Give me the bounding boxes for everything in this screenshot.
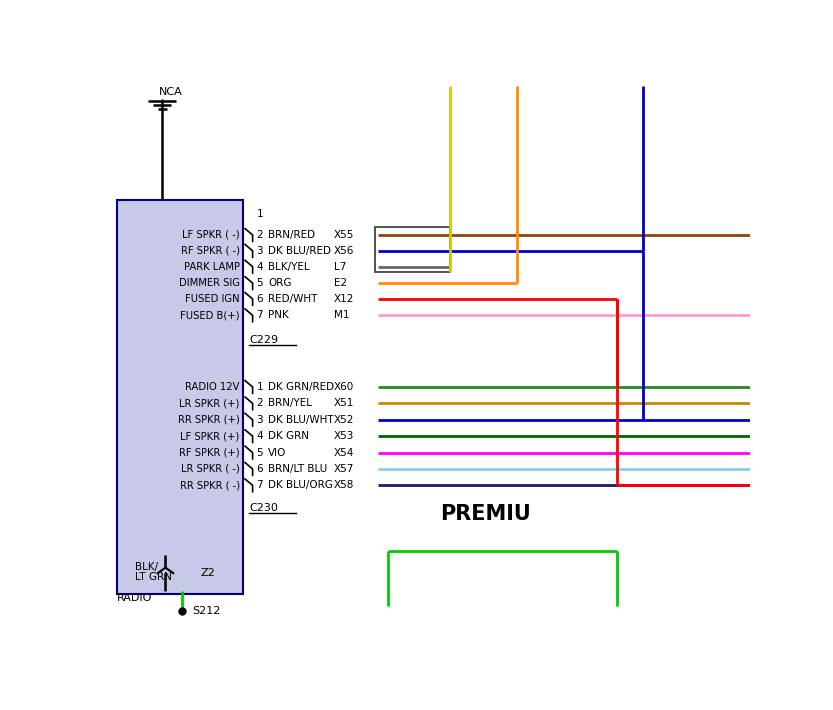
- Text: DK BLU/WHT: DK BLU/WHT: [268, 415, 334, 425]
- Text: X60: X60: [334, 382, 354, 392]
- Text: DK BLU/RED: DK BLU/RED: [268, 246, 331, 256]
- Text: S212: S212: [192, 606, 220, 616]
- Bar: [375, 227, 450, 272]
- Text: RR SPKR ( -): RR SPKR ( -): [180, 481, 240, 491]
- Text: RR SPKR (+): RR SPKR (+): [178, 415, 240, 425]
- Text: RF SPKR ( -): RF SPKR ( -): [181, 246, 240, 256]
- Text: LF SPKR ( -): LF SPKR ( -): [182, 230, 240, 240]
- Text: 4: 4: [257, 262, 263, 272]
- Text: X55: X55: [334, 230, 354, 240]
- Text: ORG: ORG: [268, 278, 292, 288]
- Text: 6: 6: [257, 464, 263, 474]
- Text: RED/WHT: RED/WHT: [268, 294, 317, 304]
- Text: DK GRN: DK GRN: [268, 431, 309, 441]
- Bar: [117, 200, 243, 594]
- Text: PNK: PNK: [268, 310, 289, 320]
- Text: PREMIU: PREMIU: [440, 504, 531, 525]
- Text: BRN/YEL: BRN/YEL: [268, 398, 312, 408]
- Text: X57: X57: [334, 464, 354, 474]
- Text: VIO: VIO: [268, 447, 287, 457]
- Text: FUSED B(+): FUSED B(+): [180, 310, 240, 320]
- Text: Z2: Z2: [201, 568, 216, 578]
- Text: 5: 5: [257, 278, 263, 288]
- Text: BRN/LT BLU: BRN/LT BLU: [268, 464, 327, 474]
- Text: C230: C230: [249, 503, 278, 513]
- Text: DK GRN/RED: DK GRN/RED: [268, 382, 334, 392]
- Text: L7: L7: [334, 262, 347, 272]
- Text: X51: X51: [334, 398, 354, 408]
- Text: NCA: NCA: [159, 87, 182, 97]
- Text: X52: X52: [334, 415, 354, 425]
- Text: 4: 4: [257, 431, 263, 441]
- Text: 3: 3: [257, 246, 263, 256]
- Text: 7: 7: [257, 481, 263, 491]
- Text: 3: 3: [257, 415, 263, 425]
- Text: LR SPKR ( -): LR SPKR ( -): [181, 464, 240, 474]
- Text: X54: X54: [334, 447, 354, 457]
- Text: M1: M1: [334, 310, 350, 320]
- Text: 7: 7: [257, 310, 263, 320]
- Text: C229: C229: [249, 335, 278, 345]
- Text: RADIO: RADIO: [117, 593, 152, 603]
- Text: X58: X58: [334, 481, 354, 491]
- Text: 2: 2: [257, 398, 263, 408]
- Text: BLK/YEL: BLK/YEL: [268, 262, 310, 272]
- Text: 6: 6: [257, 294, 263, 304]
- Text: RADIO 12V: RADIO 12V: [185, 382, 240, 392]
- Text: X53: X53: [334, 431, 354, 441]
- Text: LF SPKR (+): LF SPKR (+): [181, 431, 240, 441]
- Text: PARK LAMP: PARK LAMP: [184, 262, 240, 272]
- Text: DIMMER SIG: DIMMER SIG: [179, 278, 240, 288]
- Text: FUSED IGN: FUSED IGN: [185, 294, 240, 304]
- Text: DK BLU/ORG: DK BLU/ORG: [268, 481, 333, 491]
- Text: X12: X12: [334, 294, 354, 304]
- Text: LR SPKR (+): LR SPKR (+): [179, 398, 240, 408]
- Text: 1: 1: [257, 209, 263, 219]
- Text: E2: E2: [334, 278, 347, 288]
- Text: RF SPKR (+): RF SPKR (+): [179, 447, 240, 457]
- Text: 5: 5: [257, 447, 263, 457]
- Text: 1: 1: [257, 382, 263, 392]
- Text: BRN/RED: BRN/RED: [268, 230, 315, 240]
- Text: X56: X56: [334, 246, 354, 256]
- Text: LT GRN: LT GRN: [135, 572, 172, 582]
- Text: 2: 2: [257, 230, 263, 240]
- Text: BLK/: BLK/: [135, 562, 158, 572]
